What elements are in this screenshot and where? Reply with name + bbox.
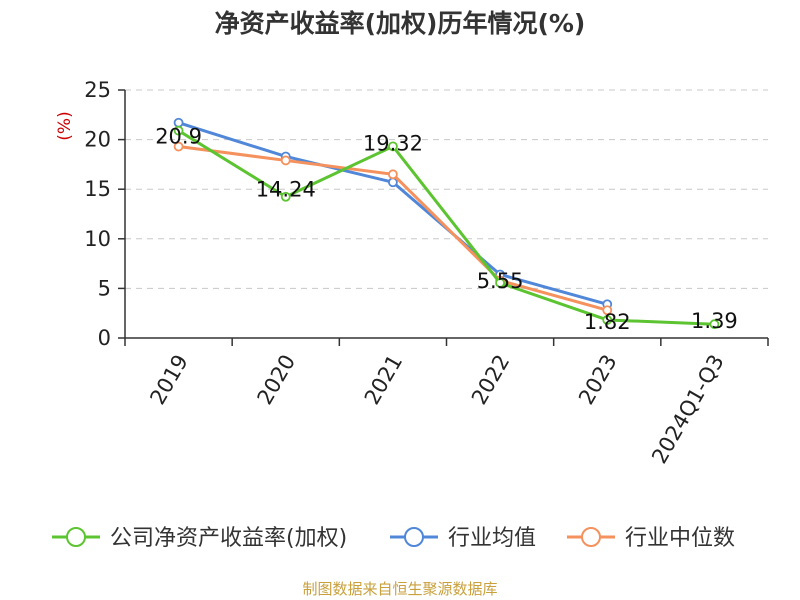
x-tick-label: 2020 bbox=[253, 351, 301, 409]
legend-label: 行业均值 bbox=[448, 526, 536, 551]
data-label: 1.82 bbox=[584, 310, 631, 334]
y-tick-label: 25 bbox=[84, 78, 111, 102]
grid-lines bbox=[125, 89, 768, 289]
y-tick-label: 5 bbox=[98, 276, 111, 300]
data-point bbox=[280, 155, 291, 166]
chart-title: 净资产收益率(加权)历年情况(%) bbox=[215, 9, 586, 38]
data-label: 1.39 bbox=[691, 309, 738, 333]
source-note: 制图数据来自恒生聚源数据库 bbox=[302, 580, 497, 598]
x-tick-label: 2024Q1-Q3 bbox=[647, 351, 729, 468]
data-label: 19.32 bbox=[363, 131, 423, 155]
data-point bbox=[388, 169, 398, 180]
series-0 bbox=[173, 125, 720, 330]
legend-item[interactable]: 行业均值 bbox=[390, 526, 536, 551]
x-tick-label: 2019 bbox=[145, 351, 193, 409]
series-2 bbox=[173, 141, 613, 316]
y-tick-label: 10 bbox=[84, 227, 111, 251]
y-tick-label: 20 bbox=[84, 128, 111, 152]
data-point bbox=[602, 305, 613, 316]
data-point bbox=[602, 315, 613, 325]
legend-marker-swatch bbox=[66, 527, 86, 547]
data-point bbox=[173, 141, 184, 152]
legend-item[interactable]: 行业中位数 bbox=[567, 526, 735, 551]
legend-marker-swatch bbox=[581, 527, 601, 547]
y-axis-unit-label: (%) bbox=[55, 111, 75, 140]
x-tick-label: 2023 bbox=[574, 351, 622, 409]
legend-item[interactable]: 公司净资产收益率(加权) bbox=[52, 526, 347, 551]
data-point bbox=[280, 191, 291, 202]
series-line bbox=[177, 129, 715, 326]
data-point bbox=[709, 319, 720, 330]
legend-label: 公司净资产收益率(加权) bbox=[110, 526, 347, 551]
legend-marker-swatch bbox=[404, 527, 424, 547]
data-labels: 20.9 14.24 19.32 5.55 1.82 1.39 bbox=[155, 125, 738, 334]
legend-label: 行业中位数 bbox=[625, 526, 735, 551]
data-point bbox=[388, 177, 398, 188]
data-point bbox=[495, 278, 505, 288]
data-point bbox=[388, 141, 398, 152]
data-label: 20.9 bbox=[155, 125, 202, 149]
x-tick-label: 2021 bbox=[360, 351, 408, 409]
data-label: 14.24 bbox=[256, 178, 316, 202]
x-tick-label: 2022 bbox=[467, 351, 515, 409]
data-point bbox=[173, 125, 184, 136]
data-label: 5.55 bbox=[477, 269, 524, 293]
legend[interactable]: 公司净资产收益率(加权) 行业均值 行业中位数 bbox=[52, 526, 735, 551]
series-group bbox=[173, 117, 720, 330]
y-tick-label: 0 bbox=[98, 326, 111, 350]
y-tick-label: 15 bbox=[84, 177, 111, 201]
